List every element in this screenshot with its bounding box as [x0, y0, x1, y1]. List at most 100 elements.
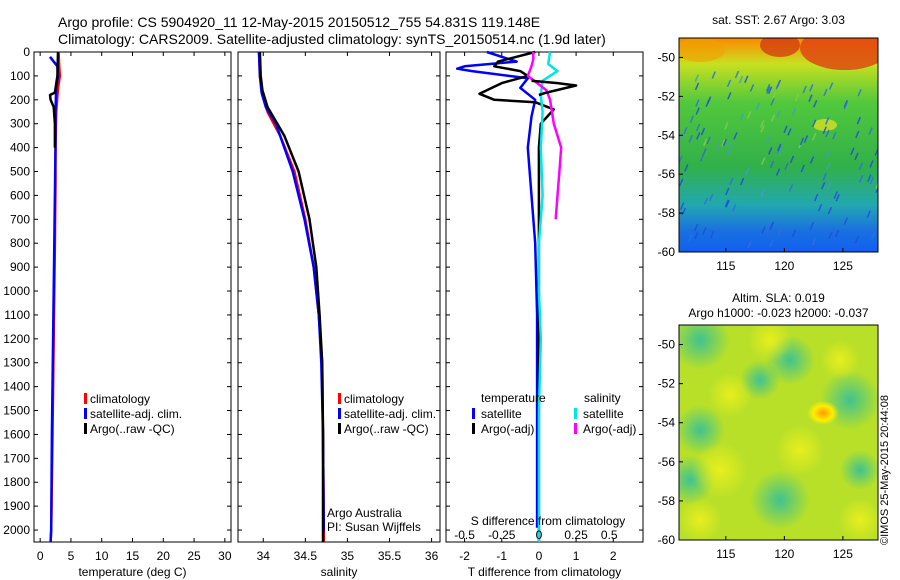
sst-streak [854, 235, 860, 244]
sst-streak [681, 207, 687, 216]
y-tick-label: 1700 [3, 451, 30, 465]
profile-panel-3: -2 -1 0 1 2 T difference from climatology temp… [445, 50, 644, 579]
sla-peak [807, 401, 839, 425]
sst-streak [760, 189, 765, 197]
sst-streak [703, 197, 709, 206]
sst-streak [744, 75, 749, 84]
legend-label: Argo(..raw -QC) [90, 422, 175, 436]
top-tick-label: -0.5 [454, 528, 475, 542]
sst-streak [679, 202, 685, 210]
sst-streak [749, 84, 755, 92]
y-tick-label: -58 [658, 494, 676, 508]
sst-streak [875, 181, 878, 189]
sst-streak [775, 81, 780, 90]
sst-streak [803, 135, 809, 143]
sst-streak [871, 231, 876, 240]
sst-field [679, 38, 878, 252]
sst-streak [825, 150, 831, 158]
legend-swatch [472, 423, 475, 434]
y-tick-label: -50 [658, 50, 676, 64]
sst-streak [876, 221, 878, 226]
x-tick-label: 34 [257, 549, 271, 563]
annotation-text: PI: Susan Wijffels [327, 520, 421, 534]
x-tick-label: 115 [716, 259, 735, 273]
sst-streak [855, 130, 860, 139]
series-line-satellite-adj-clim- [257, 51, 326, 532]
sst-streak [688, 134, 693, 143]
sst-streak [725, 199, 730, 208]
sst-streak [724, 122, 729, 130]
legend-label: Argo(..raw -QC) [344, 422, 429, 436]
sst-streak [787, 128, 792, 136]
sst-streak [811, 237, 817, 246]
sst-streak [813, 100, 818, 108]
legend-swatch [338, 408, 341, 419]
sst-streak [843, 101, 848, 110]
sla-blob [679, 498, 722, 540]
sst-streak [854, 152, 859, 161]
legend-label: Argo(-adj) [481, 422, 534, 436]
sst-streak [825, 129, 830, 138]
sla-blob [748, 325, 792, 362]
sst-streak [767, 86, 773, 94]
sst-streak [684, 164, 689, 172]
sst-streak [710, 230, 715, 239]
sst-streak [858, 174, 864, 183]
sla-blob [775, 425, 825, 475]
x-tick-label: 1 [573, 549, 580, 563]
y-tick-label: 1300 [3, 356, 30, 370]
x-axis-label: temperature (deg C) [78, 565, 186, 579]
series-line-climatology [257, 51, 326, 542]
sst-streak [760, 125, 765, 133]
sst-streak [702, 138, 708, 147]
sst-streak [715, 143, 721, 152]
plot-frame [33, 51, 232, 543]
sst-streak [726, 147, 732, 156]
y-tick-label: 700 [10, 212, 30, 226]
x-tick-label: 15 [126, 549, 140, 563]
sst-streak [800, 164, 805, 173]
sst-streak [761, 157, 766, 165]
sst-streak [696, 132, 701, 140]
sst-streak [766, 86, 771, 94]
x-tick-label: 120 [774, 547, 794, 561]
sst-streak [850, 147, 855, 156]
sst-streak [817, 203, 823, 212]
sst-streak [700, 127, 706, 136]
sst-streak [771, 92, 777, 101]
sst-streak [789, 155, 795, 164]
legend-label: satellite [481, 407, 522, 421]
sst-background [679, 38, 878, 252]
sla-blob [820, 340, 860, 380]
sla-blob [708, 373, 752, 417]
sst-streak [755, 102, 761, 111]
x-axis-label: T difference from climatology [468, 565, 622, 579]
top-axis-label: S difference from climatology [471, 514, 626, 528]
sst-streak [711, 71, 716, 79]
legend-label: climatology [344, 392, 404, 406]
sst-streak [706, 136, 711, 145]
sst-streak [809, 222, 815, 230]
sla-blob [679, 325, 730, 370]
legend-swatch [338, 393, 341, 404]
y-tick-label: 200 [10, 93, 30, 107]
sst-streak [809, 84, 814, 92]
map-frame [678, 37, 879, 253]
sst-streak [869, 176, 875, 185]
y-tick-label: 0 [23, 45, 30, 59]
series-line-argo-raw-qc- [258, 51, 325, 542]
y-tick-label: 400 [10, 141, 30, 155]
x-tick-label: 125 [833, 547, 853, 561]
sst-streak [856, 116, 862, 125]
sst-streak [769, 160, 775, 169]
sst-streak [812, 132, 817, 141]
x-tick-label: 34.5 [294, 549, 318, 563]
sst-streak [823, 88, 828, 97]
sst-streak [734, 70, 740, 79]
x-tick-label: 36 [425, 549, 439, 563]
sst-streak [726, 79, 732, 88]
sst-streak [695, 123, 701, 132]
y-tick-label: 1600 [3, 427, 30, 441]
sst-streak [857, 88, 862, 97]
y-tick-label: -56 [658, 455, 676, 469]
